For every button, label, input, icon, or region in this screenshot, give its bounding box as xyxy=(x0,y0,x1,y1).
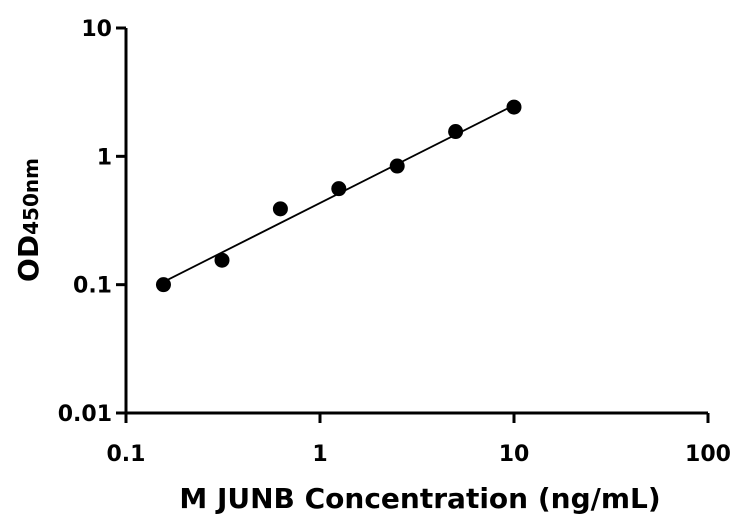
x-tick-label: 1 xyxy=(312,442,327,467)
axes xyxy=(124,28,708,415)
data-point xyxy=(331,181,347,197)
y-axis-title-main: OD xyxy=(12,235,45,282)
y-axis-title-subscript: 450nm xyxy=(19,158,43,235)
x-tick-label: 100 xyxy=(685,442,731,467)
y-tick-label: 0.01 xyxy=(58,402,112,427)
y-axis-title: OD450nm xyxy=(12,158,45,282)
data-point xyxy=(506,99,522,115)
data-point xyxy=(272,201,288,217)
data-point xyxy=(389,158,405,174)
x-tick-label: 0.1 xyxy=(107,442,146,467)
y-tick-label: 0.1 xyxy=(73,274,112,299)
x-axis-ticks: 0.1 1 10 100 xyxy=(107,413,731,467)
y-tick-label: 1 xyxy=(97,145,112,170)
data-point xyxy=(448,124,464,140)
y-tick-label: 10 xyxy=(81,17,112,42)
data-point xyxy=(155,277,171,293)
x-tick-label: 10 xyxy=(499,442,530,467)
data-point xyxy=(214,252,230,268)
y-axis-ticks: 0.01 0.1 1 10 xyxy=(58,17,126,427)
x-axis-title: M JUNB Concentration (ng/mL) xyxy=(179,482,660,515)
data-points xyxy=(155,99,522,293)
